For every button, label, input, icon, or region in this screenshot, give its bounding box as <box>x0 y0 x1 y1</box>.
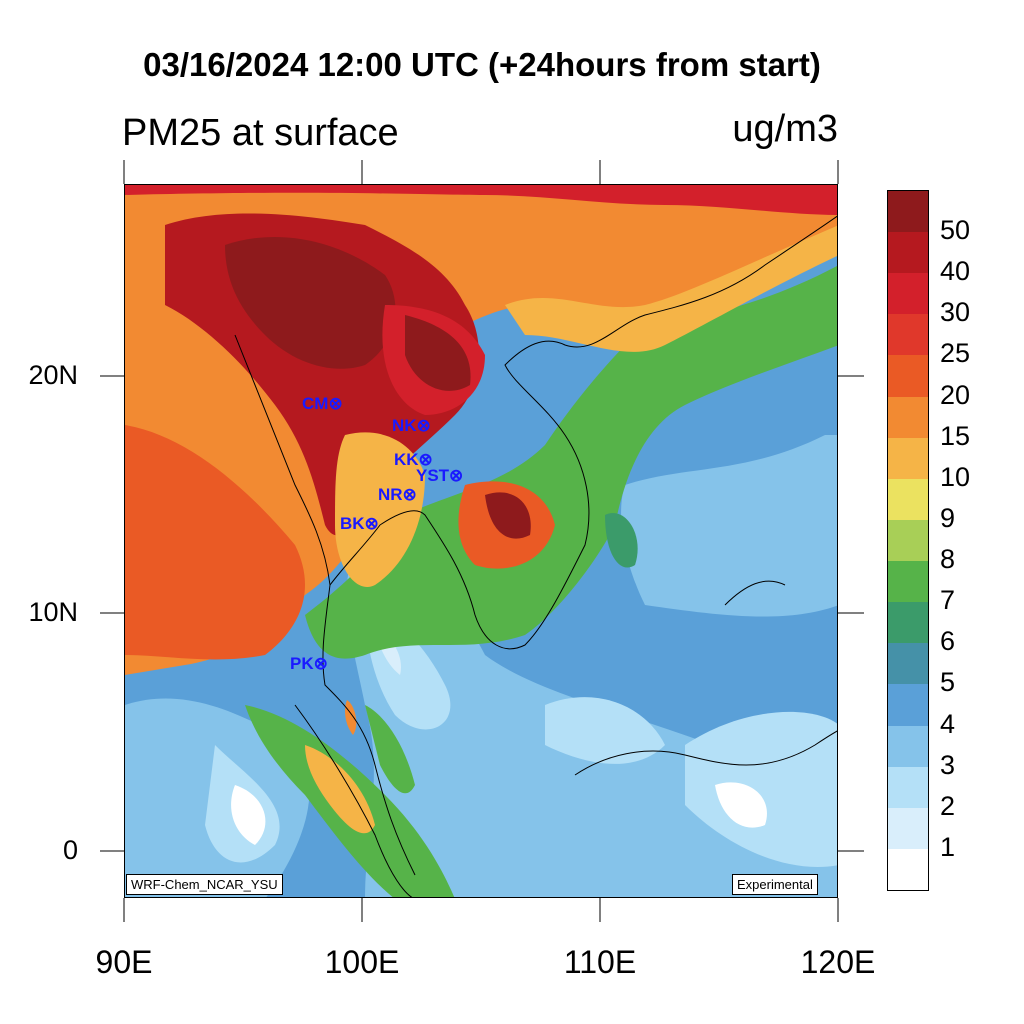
colorbar <box>887 190 929 891</box>
lon-label-110e: 110E <box>563 944 637 980</box>
colorbar-label: 4 <box>940 708 956 739</box>
field-30-top <box>125 185 837 215</box>
colorbar-cell <box>888 273 928 315</box>
colorbar-cell <box>888 725 928 768</box>
field-50-cambodia <box>485 492 531 539</box>
field-7-coast <box>305 266 837 659</box>
field-1-sw <box>231 785 266 845</box>
colorbar-label: 10 <box>940 461 971 492</box>
colorbar-cell <box>888 561 928 603</box>
colorbar-cell <box>888 314 928 356</box>
colorbar-label: 7 <box>940 585 956 616</box>
map-panel <box>124 184 838 898</box>
colorbar-label: 2 <box>940 790 956 821</box>
colorbar-label: 6 <box>940 626 956 657</box>
station-cm: CM⊗ <box>302 394 343 413</box>
colorbar-cell <box>888 478 928 521</box>
colorbar-cell <box>888 396 928 439</box>
field-50-laos <box>405 315 471 391</box>
field-15-malaya <box>345 700 357 735</box>
field-50-myanmar <box>225 236 396 369</box>
station-bk: BK⊗ <box>340 514 379 533</box>
colorbar-label: 15 <box>940 420 971 451</box>
colorbar-label: 5 <box>940 667 956 698</box>
field-6-coast <box>605 513 638 568</box>
pm25-field <box>125 185 837 897</box>
lon-label-100e: 100E <box>324 944 400 980</box>
colorbar-cell <box>888 191 928 233</box>
colorbar-cell <box>888 684 928 727</box>
status-tag: Experimental <box>732 874 818 895</box>
model-tag: WRF-Chem_NCAR_YSU <box>126 874 283 895</box>
field-2-scs <box>545 697 665 764</box>
colorbar-cell <box>888 643 928 685</box>
field-10-thailand <box>335 432 425 587</box>
colorbar-cell <box>888 848 928 891</box>
station-pk: PK⊗ <box>290 654 328 673</box>
variable-label: PM25 at surface <box>122 112 399 154</box>
field-20-bay <box>125 425 305 660</box>
colorbar-cell <box>888 602 928 644</box>
field-10-china <box>505 225 837 352</box>
colorbar-cell <box>888 355 928 398</box>
lon-label-120e: 120E <box>800 944 876 980</box>
colorbar-cell <box>888 437 928 480</box>
field-2-borneo <box>685 711 837 867</box>
coastlines <box>234 215 837 897</box>
colorbar-cell <box>888 519 928 562</box>
map-title: 03/16/2024 12:00 UTC (+24hours from star… <box>143 46 821 83</box>
station-nr: NR⊗ <box>378 485 417 504</box>
colorbar-label: 3 <box>940 749 956 780</box>
lon-label-90e: 90E <box>95 944 153 980</box>
colorbar-label: 40 <box>940 256 971 287</box>
colorbar-label: 20 <box>940 379 971 410</box>
station-yst: YST⊗ <box>416 466 464 485</box>
field-3-scs-north <box>621 435 837 617</box>
station-kk: KK⊗ <box>394 450 433 469</box>
colorbar-cell <box>888 766 928 809</box>
field-7-malaya <box>365 705 415 794</box>
units-label: ug/m3 <box>732 108 838 150</box>
colorbar-label: 8 <box>940 544 956 575</box>
colorbar-label: 30 <box>940 297 971 328</box>
lat-label-10n: 10N <box>28 597 78 627</box>
colorbar-label: 1 <box>940 831 956 862</box>
colorbar-cell <box>888 807 928 850</box>
field-1-borneo <box>715 782 767 828</box>
colorbar-label: 25 <box>940 338 971 369</box>
colorbar-label: 50 <box>940 215 971 246</box>
lat-label-20n: 20N <box>28 360 78 390</box>
field-10-sumatra <box>305 745 375 834</box>
colorbar-label: 9 <box>940 502 956 533</box>
colorbar-cell <box>888 232 928 274</box>
station-nk: NK⊗ <box>392 416 431 435</box>
lat-label-0: 0 <box>62 835 78 865</box>
